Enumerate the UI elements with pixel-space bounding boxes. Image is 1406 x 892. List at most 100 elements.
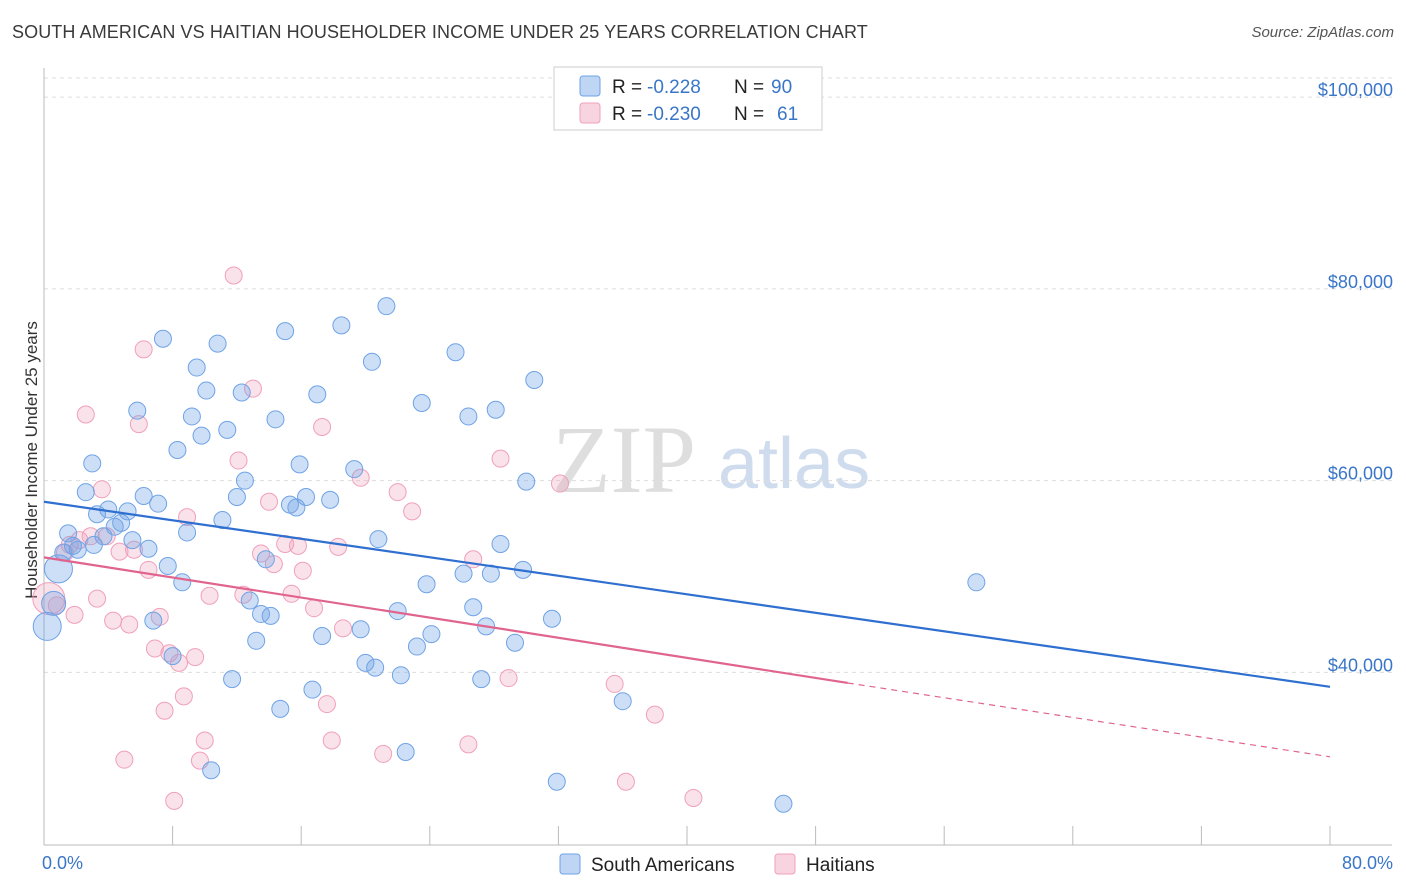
legend-r-value-0: -0.228: [647, 77, 701, 98]
point-south-americans: [454, 564, 473, 583]
point-haitians: [120, 615, 139, 634]
point-south-americans: [356, 653, 375, 672]
point-south-americans: [76, 483, 95, 502]
point-south-americans: [158, 557, 177, 576]
point-haitians: [160, 644, 179, 663]
point-haitians: [229, 451, 248, 470]
point-south-americans: [153, 329, 172, 348]
point-south-americans: [407, 637, 426, 656]
point-haitians: [322, 731, 341, 750]
bottom-legend-swatch-south-americans: [559, 853, 581, 875]
point-haitians: [195, 731, 214, 750]
point-south-americans: [83, 454, 102, 473]
point-south-americans: [178, 523, 197, 542]
point-south-americans: [486, 400, 505, 419]
point-south-americans: [144, 611, 163, 630]
trend-line-haitians-extension: [847, 682, 1331, 758]
point-haitians: [110, 542, 129, 561]
legend-n-label-1: N =: [734, 104, 764, 125]
x-tick-label-min: 0.0%: [42, 853, 83, 873]
point-south-americans: [168, 440, 187, 459]
point-south-americans: [276, 322, 295, 341]
point-haitians: [104, 611, 123, 630]
y-tick-labels: $40,000 $60,000 $80,000 $100,000: [1318, 80, 1393, 675]
point-south-americans: [290, 455, 309, 474]
point-haitians: [155, 701, 174, 720]
grid: [44, 77, 1392, 673]
point-haitians: [134, 340, 153, 359]
point-south-americans: [192, 426, 211, 445]
legend-n-value-0: 90: [771, 77, 792, 98]
data-points: [32, 266, 986, 813]
point-south-americans: [774, 794, 793, 813]
point-haitians: [200, 586, 219, 605]
point-south-americans: [43, 554, 73, 584]
point-south-americans: [491, 534, 510, 553]
y-axis-label: Householder Income Under 25 years: [22, 321, 41, 599]
y-tick-label: $100,000: [1318, 80, 1393, 100]
point-south-americans: [332, 316, 351, 335]
point-south-americans: [308, 385, 327, 404]
point-south-americans: [525, 371, 544, 390]
point-south-americans: [313, 626, 332, 645]
y-tick-label: $60,000: [1328, 464, 1393, 484]
point-haitians: [125, 540, 144, 559]
series-legend: South Americans Haitians: [559, 853, 875, 876]
point-south-americans: [345, 460, 364, 479]
point-south-americans: [256, 550, 275, 569]
watermark-zip: ZIP: [552, 406, 696, 513]
point-haitians: [491, 449, 510, 468]
point-south-americans: [967, 573, 986, 592]
point-haitians: [260, 492, 279, 511]
point-south-americans: [223, 670, 242, 689]
point-south-americans: [227, 487, 246, 506]
point-south-americans: [84, 535, 103, 554]
point-haitians: [224, 266, 243, 285]
point-haitians: [170, 653, 189, 672]
point-haitians: [88, 589, 107, 608]
point-south-americans: [391, 666, 410, 685]
point-haitians: [333, 619, 352, 638]
source-note: Source: ZipAtlas.com: [1251, 24, 1394, 41]
point-south-americans: [417, 575, 436, 594]
point-south-americans: [303, 680, 322, 699]
x-tick-labels: 0.0% 80.0%: [42, 853, 1393, 873]
y-tick-label: $80,000: [1328, 272, 1393, 292]
legend-swatch-haitians: [579, 102, 601, 124]
point-haitians: [115, 750, 134, 769]
bottom-legend-swatch-haitians: [774, 853, 796, 875]
stats-legend-box: [553, 66, 823, 131]
bottom-legend-label-south-americans: South Americans: [591, 855, 735, 876]
x-tick-label-max: 80.0%: [1342, 853, 1393, 873]
chart-title: SOUTH AMERICAN VS HAITIAN HOUSEHOLDER IN…: [12, 22, 868, 42]
point-south-americans: [377, 297, 396, 316]
point-south-americans: [247, 631, 266, 650]
axes: [43, 68, 1392, 846]
point-south-americans: [112, 513, 131, 532]
point-haitians: [616, 772, 635, 791]
point-south-americans: [459, 407, 478, 426]
point-haitians: [499, 669, 518, 688]
point-south-americans: [123, 531, 142, 550]
point-haitians: [605, 674, 624, 693]
point-haitians: [243, 379, 262, 398]
point-south-americans: [235, 471, 254, 490]
point-haitians: [388, 483, 407, 502]
point-haitians: [293, 561, 312, 580]
point-south-americans: [218, 420, 237, 439]
point-south-americans: [412, 394, 431, 413]
point-south-americans: [362, 352, 381, 371]
point-south-americans: [366, 658, 385, 677]
point-south-americans: [182, 407, 201, 426]
bottom-legend-label-haitians: Haitians: [806, 855, 875, 876]
point-south-americans: [351, 620, 370, 639]
trend-line-haitians: [43, 556, 848, 685]
point-south-americans: [128, 401, 147, 420]
stats-legend: R = -0.228 N = 90 R = -0.230 N = 61: [553, 66, 823, 131]
point-south-americans: [297, 487, 316, 506]
legend-r-label-0: R =: [612, 77, 642, 98]
point-south-americans: [505, 633, 524, 652]
point-south-americans: [134, 487, 153, 506]
point-haitians: [282, 584, 301, 603]
